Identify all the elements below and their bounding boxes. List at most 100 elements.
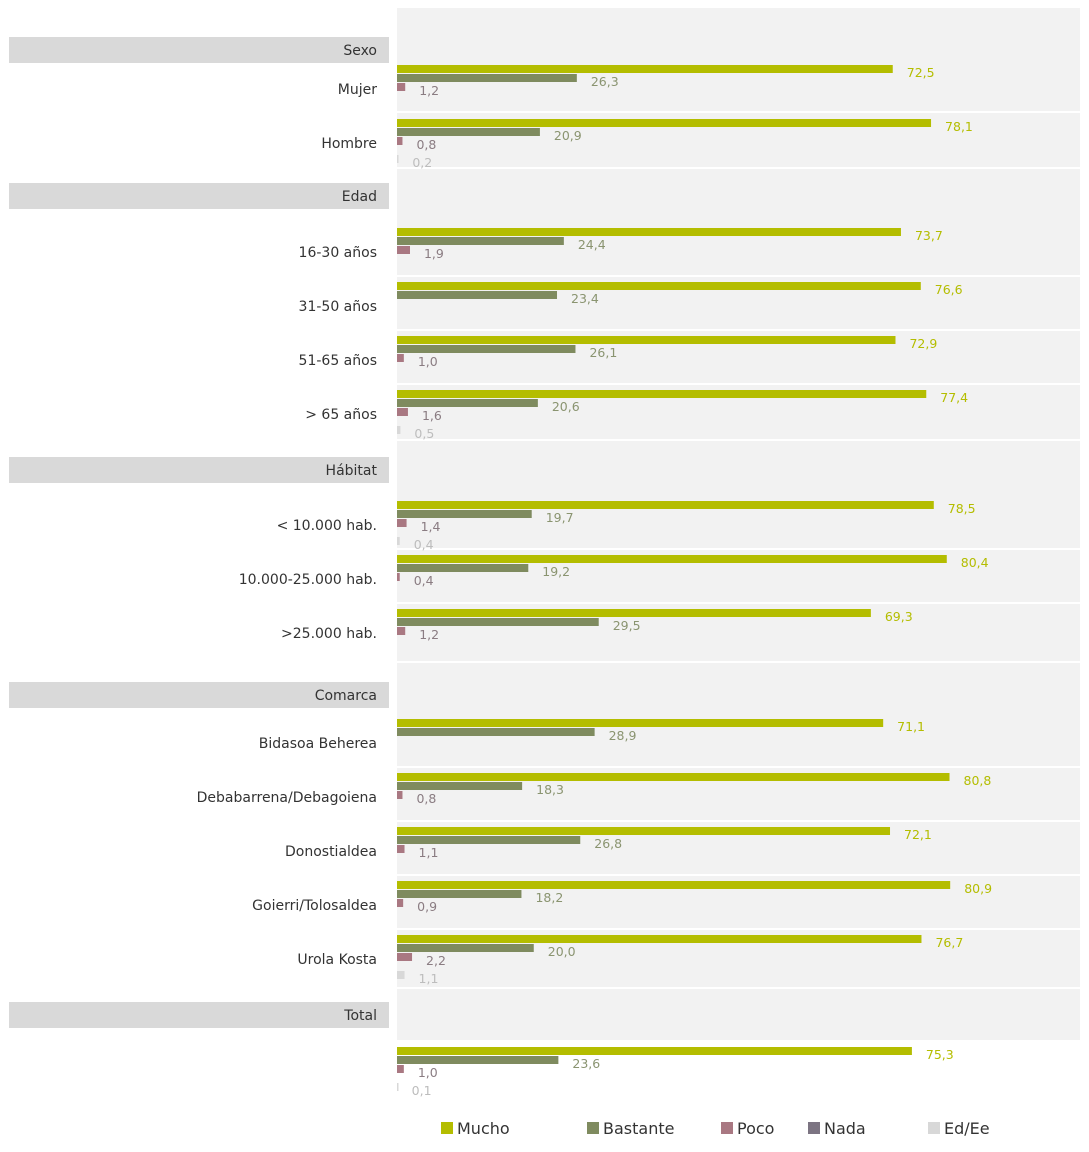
- data-label-25-000-hab-poco: 1,2: [419, 627, 439, 642]
- plot-background: [397, 8, 1080, 1040]
- legend-label-bastante: Bastante: [603, 1119, 674, 1138]
- bar-total-mucho: [397, 1047, 912, 1055]
- data-label-51-65-a-os-bastante: 26,1: [589, 345, 617, 360]
- bar-10-000-25-000-hab-poco: [397, 573, 400, 581]
- legend-label-ed-ee: Ed/Ee: [944, 1119, 990, 1138]
- category-label-donostialdea: Donostialdea: [285, 844, 377, 860]
- bar-31-50-a-os-bastante: [397, 291, 558, 299]
- bar-bidasoa-beherea-mucho: [397, 719, 884, 727]
- data-label-goierri-tolosaldea-mucho: 80,9: [964, 881, 992, 896]
- data-label-urola-kosta-bastante: 20,0: [548, 944, 576, 959]
- data-label-mujer-mucho: 72,5: [907, 65, 935, 80]
- bar-total-poco: [397, 1065, 404, 1073]
- bar-goierri-tolosaldea-mucho: [397, 881, 951, 889]
- bar-31-50-a-os-mucho: [397, 282, 921, 290]
- bar-urola-kosta-mucho: [397, 935, 922, 943]
- data-label-hombre-poco: 0,8: [416, 137, 436, 152]
- section-header-label-sexo: Sexo: [343, 43, 377, 59]
- data-label-51-65-a-os-poco: 1,0: [418, 354, 438, 369]
- data-label-10-000-25-000-hab-bastante: 19,2: [542, 564, 570, 579]
- bar-debabarrena-debagoiena-poco: [397, 791, 403, 799]
- data-label-10-000-hab-ed-ee: 0,4: [414, 537, 434, 552]
- bar-10-000-hab-mucho: [397, 501, 934, 509]
- bar-mujer-mucho: [397, 65, 893, 73]
- bar-donostialdea-mucho: [397, 827, 891, 835]
- bar-10-000-hab-ed-ee: [397, 537, 400, 545]
- legend-label-poco: Poco: [737, 1119, 774, 1138]
- category-label-mujer: Mujer: [338, 82, 377, 98]
- data-label-total-mucho: 75,3: [926, 1047, 954, 1062]
- section-header-label-total: Total: [343, 1008, 377, 1024]
- data-label-hombre-ed-ee: 0,2: [412, 155, 432, 170]
- data-label-10-000-hab-bastante: 19,7: [546, 510, 574, 525]
- data-label-65-a-os-mucho: 77,4: [940, 390, 968, 405]
- data-label-51-65-a-os-mucho: 72,9: [909, 336, 937, 351]
- bar-65-a-os-poco: [397, 408, 408, 416]
- category-label-16-30-a-os: 16-30 años: [299, 245, 377, 261]
- legend-swatch-mucho: [441, 1122, 453, 1134]
- bar-16-30-a-os-mucho: [397, 228, 901, 236]
- bar-total-ed-ee: [397, 1083, 399, 1091]
- bar-debabarrena-debagoiena-mucho: [397, 773, 950, 781]
- section-header-label-comarca: Comarca: [315, 688, 377, 704]
- data-label-16-30-a-os-mucho: 73,7: [915, 228, 943, 243]
- bar-10-000-25-000-hab-mucho: [397, 555, 947, 563]
- section-header-label-h-bitat: Hábitat: [326, 463, 378, 479]
- bar-25-000-hab-bastante: [397, 618, 599, 626]
- legend-label-mucho: Mucho: [457, 1119, 510, 1138]
- category-label-25-000-hab: >25.000 hab.: [281, 626, 377, 642]
- bar-51-65-a-os-bastante: [397, 345, 576, 353]
- section-header-band-edad: [9, 183, 389, 209]
- bar-urola-kosta-bastante: [397, 944, 534, 952]
- data-label-10-000-hab-mucho: 78,5: [948, 501, 976, 516]
- data-label-bidasoa-beherea-mucho: 71,1: [897, 719, 925, 734]
- bar-25-000-hab-mucho: [397, 609, 871, 617]
- data-label-65-a-os-poco: 1,6: [422, 408, 442, 423]
- bar-mujer-poco: [397, 83, 406, 91]
- bar-65-a-os-bastante: [397, 399, 538, 407]
- bar-hombre-mucho: [397, 119, 932, 127]
- data-label-donostialdea-bastante: 26,8: [594, 836, 622, 851]
- bar-goierri-tolosaldea-bastante: [397, 890, 522, 898]
- bar-total-bastante: [397, 1056, 559, 1064]
- section-header-band-comarca: [9, 682, 389, 708]
- category-label-hombre: Hombre: [321, 136, 377, 152]
- data-label-16-30-a-os-poco: 1,9: [424, 246, 444, 261]
- data-label-donostialdea-poco: 1,1: [419, 845, 439, 860]
- bar-10-000-hab-poco: [397, 519, 407, 527]
- bar-10-000-25-000-hab-bastante: [397, 564, 529, 572]
- data-label-urola-kosta-ed-ee: 1,1: [419, 971, 439, 986]
- bar-10-000-hab-bastante: [397, 510, 532, 518]
- data-label-25-000-hab-bastante: 29,5: [613, 618, 641, 633]
- bar-hombre-poco: [397, 137, 403, 145]
- section-header-band-total: [9, 1002, 389, 1028]
- data-label-65-a-os-bastante: 20,6: [552, 399, 580, 414]
- bar-donostialdea-bastante: [397, 836, 581, 844]
- bar-urola-kosta-poco: [397, 953, 413, 961]
- data-label-16-30-a-os-bastante: 24,4: [578, 237, 606, 252]
- legend-label-nada: Nada: [824, 1119, 866, 1138]
- data-label-31-50-a-os-bastante: 23,4: [571, 291, 599, 306]
- category-label-10-000-hab: < 10.000 hab.: [277, 518, 377, 534]
- data-label-total-ed-ee: 0,1: [412, 1083, 432, 1098]
- bar-hombre-bastante: [397, 128, 540, 136]
- bar-hombre-ed-ee: [397, 155, 399, 163]
- section-header-band-sexo: [9, 37, 389, 63]
- category-label-65-a-os: > 65 años: [305, 407, 377, 423]
- data-label-total-bastante: 23,6: [572, 1056, 600, 1071]
- data-label-urola-kosta-poco: 2,2: [426, 953, 446, 968]
- bar-debabarrena-debagoiena-bastante: [397, 782, 523, 790]
- data-label-10-000-hab-poco: 1,4: [421, 519, 441, 534]
- legend-swatch-bastante: [587, 1122, 599, 1134]
- data-label-mujer-poco: 1,2: [419, 83, 439, 98]
- bar-bidasoa-beherea-bastante: [397, 728, 595, 736]
- data-label-hombre-bastante: 20,9: [554, 128, 582, 143]
- legend-swatch-nada: [808, 1122, 820, 1134]
- section-header-band-h-bitat: [9, 457, 389, 483]
- category-label-goierri-tolosaldea: Goierri/Tolosaldea: [252, 898, 377, 914]
- bar-goierri-tolosaldea-poco: [397, 899, 404, 907]
- legend-swatch-poco: [721, 1122, 733, 1134]
- data-label-10-000-25-000-hab-mucho: 80,4: [961, 555, 989, 570]
